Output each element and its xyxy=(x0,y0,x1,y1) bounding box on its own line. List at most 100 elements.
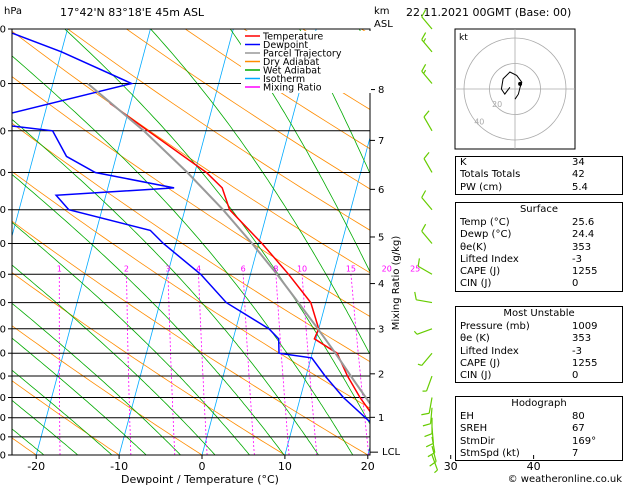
x-tick-label: 40 xyxy=(527,460,541,473)
index-row-pw: PW (cm) 5.4 xyxy=(460,181,588,193)
isotherm-line xyxy=(35,29,151,455)
lcl-label: LCL xyxy=(382,447,401,458)
wind-barb xyxy=(421,397,433,416)
barb-flag xyxy=(427,452,436,458)
mixing-ratio-line xyxy=(275,274,290,455)
mu-row: CAPE (J) 1255 xyxy=(460,357,598,369)
wind-barb xyxy=(423,152,433,173)
mixing-ratio-line xyxy=(301,274,318,455)
km-tick-label: 4 xyxy=(378,279,384,290)
mixing-ratio-tick-label: 3 xyxy=(165,264,170,273)
isotherm-line xyxy=(12,29,68,238)
mu-row: Pressure (mb) 1009 xyxy=(460,321,598,332)
barb-flag xyxy=(423,152,430,159)
y-tick-label: 850 xyxy=(0,393,6,404)
barb-flag xyxy=(417,363,422,367)
wind-barb xyxy=(421,9,433,30)
footer-copyright: © weatheronline.co.uk xyxy=(508,474,623,485)
surface-row: Dewp (°C) 24.4 xyxy=(460,229,595,241)
barb-flag xyxy=(434,469,438,474)
wind-barb xyxy=(422,375,433,392)
barb-staff xyxy=(430,407,433,424)
barb-flag xyxy=(421,412,430,416)
mixing-ratio-tick-label: 6 xyxy=(241,264,246,273)
legend-item: Temperature xyxy=(262,32,323,43)
barb-staff xyxy=(425,375,433,392)
legend-item: Isotherm xyxy=(263,74,305,85)
mixing-ratio-line xyxy=(242,274,255,455)
barb-flag xyxy=(421,190,427,198)
mixing-ratio-line xyxy=(350,274,370,455)
barb-staff xyxy=(428,397,433,414)
hodo-row: SREH 67 xyxy=(460,423,585,435)
dry-adiabat-line xyxy=(12,380,120,455)
axes: 1234681015202530035040045050055060065070… xyxy=(0,25,541,474)
mixing-ratio-tick-label: 1 xyxy=(57,264,62,273)
mixing-ratio-tick-label: 4 xyxy=(196,264,201,273)
wind-barb xyxy=(414,291,433,304)
mixing-ratio-axis-label: Mixing Ratio (g/kg) xyxy=(391,236,402,331)
most-unstable-title: Most Unstable xyxy=(503,308,575,319)
wind-barb xyxy=(423,110,433,132)
mu-row: CIN (J) 0 xyxy=(460,370,579,382)
y-tick-label: 600 xyxy=(0,270,6,281)
wind-barb xyxy=(417,258,433,275)
km-tick-label: 6 xyxy=(378,185,384,196)
wet-adiabat-line xyxy=(12,369,113,455)
y-tick-label: 750 xyxy=(0,349,6,360)
mixing-ratio-tick-label: 8 xyxy=(273,264,278,273)
barb-flag xyxy=(425,442,434,448)
wind-barb xyxy=(417,352,433,367)
barb-flag xyxy=(421,32,427,40)
km-tick-label: 3 xyxy=(378,324,384,335)
km-tick-label: 1 xyxy=(378,413,384,424)
dry-adiabat-line xyxy=(67,29,370,231)
km-tick-label: 7 xyxy=(378,136,384,147)
barb-flag xyxy=(421,64,427,72)
wet-adiabat-line xyxy=(12,302,182,455)
hodograph: kt 20 40 xyxy=(454,28,576,150)
mixing-ratio-tick-label: 10 xyxy=(297,264,307,273)
barb-staff xyxy=(421,16,433,30)
index-row-totals: Totals Totals 42 xyxy=(460,169,585,181)
dry-adiabat-line xyxy=(12,437,37,455)
barb-staff xyxy=(423,116,433,132)
y-tick-label: 450 xyxy=(0,168,6,179)
barb-staff xyxy=(416,328,433,335)
hodograph-ring-label: 20 xyxy=(492,100,502,109)
y-tick-label: 950 xyxy=(0,432,6,443)
mixing-ratio-line xyxy=(126,274,132,455)
surface-row: CAPE (J) 1255 xyxy=(460,266,598,278)
series-line xyxy=(12,32,370,423)
barb-flag xyxy=(423,69,427,74)
indices-top-table: K 34 Totals Totals 42 PW (cm) 5.4 xyxy=(455,156,623,195)
plot-area xyxy=(12,29,370,455)
hodo-row: EH 80 xyxy=(460,411,585,422)
barb-flag xyxy=(423,110,430,118)
barb-staff xyxy=(421,197,433,211)
surface-row: θe(K) 353 xyxy=(460,241,592,253)
datetime-label: 22.11.2021 00GMT (Base: 00) xyxy=(406,6,571,19)
wet-adiabat-line xyxy=(12,337,147,455)
mu-row: Lifted Index -3 xyxy=(460,345,582,357)
km-tick-label: 2 xyxy=(378,369,384,380)
dry-adiabat-line xyxy=(125,29,370,190)
barb-staff xyxy=(421,352,433,366)
wind-barb xyxy=(413,328,433,335)
height-unit-label-asl: ASL xyxy=(374,19,393,30)
wind-barb xyxy=(424,417,433,438)
km-tick-label: 8 xyxy=(378,85,384,96)
barb-flag xyxy=(429,461,437,467)
barb-flag xyxy=(413,330,418,335)
barb-staff xyxy=(421,230,433,244)
isotherm-line xyxy=(118,29,234,455)
wet-adiabat-line xyxy=(12,399,79,455)
barb-flag xyxy=(417,258,421,267)
y-tick-label: 500 xyxy=(0,205,6,216)
y-tick-label: 800 xyxy=(0,372,6,383)
barb-flag xyxy=(414,291,417,300)
wind-barb xyxy=(421,32,433,53)
surface-row: CIN (J) 0 xyxy=(460,278,579,290)
barb-staff xyxy=(417,265,433,275)
